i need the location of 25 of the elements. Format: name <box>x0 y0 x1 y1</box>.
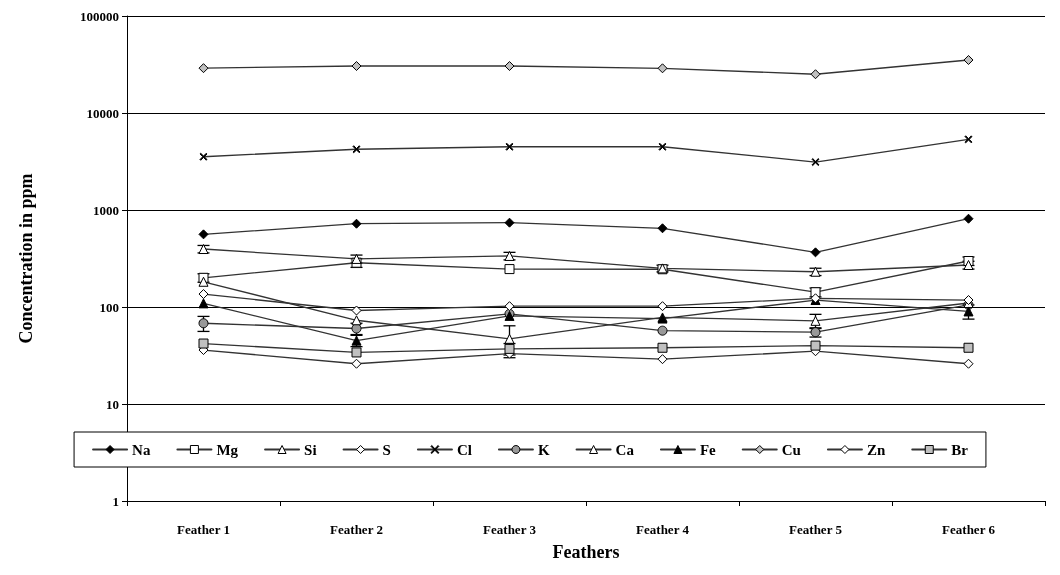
x-tick-label: Feather 4 <box>636 522 690 537</box>
legend-label: Fe <box>699 441 717 458</box>
x-tick-label: Feather 2 <box>330 522 383 537</box>
x-tick-label: Feather 6 <box>942 522 996 537</box>
legend-label: Mg <box>216 441 239 458</box>
legend-label: Na <box>132 441 151 458</box>
y-tick-label: 1 <box>112 493 119 509</box>
legend-label: Zn <box>866 441 886 458</box>
legend-label: Ca <box>615 441 635 458</box>
legend-label: K <box>537 441 550 458</box>
x-tick-label: Feather 1 <box>177 522 230 537</box>
legend-label: S <box>382 441 391 458</box>
legend-label: Br <box>951 441 969 458</box>
x-tick-label: Feather 5 <box>789 522 843 537</box>
y-tick-label: 100000 <box>80 8 119 24</box>
y-axis-title: Concentration in ppm <box>16 173 36 344</box>
y-tick-label: 100 <box>99 299 119 315</box>
x-axis-title: Feathers <box>552 542 620 562</box>
y-tick-label: 10000 <box>86 105 119 121</box>
legend-label: Cu <box>781 441 801 458</box>
legend-label: Cl <box>456 441 472 458</box>
legend-label: Si <box>304 441 317 458</box>
y-tick-label: 1000 <box>93 202 119 218</box>
y-tick-label: 10 <box>106 396 119 412</box>
x-tick-label: Feather 3 <box>483 522 537 537</box>
